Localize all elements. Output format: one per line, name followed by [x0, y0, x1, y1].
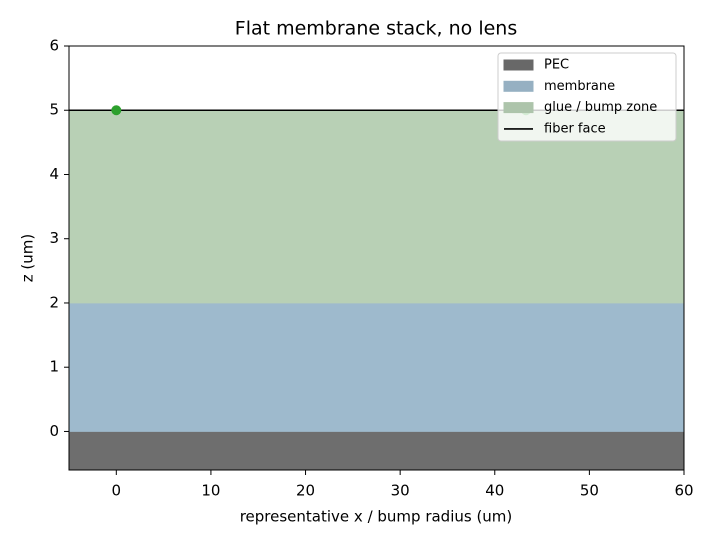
- x-tick-label: 40: [485, 482, 504, 500]
- layer-band: [68, 109, 685, 304]
- legend-swatch: [503, 80, 534, 92]
- x-tick-label: 60: [674, 482, 693, 500]
- y-tick-label: 1: [49, 358, 59, 376]
- x-tick-label: 30: [391, 482, 410, 500]
- legend-label: glue / bump zone: [544, 100, 657, 115]
- legend-label: membrane: [544, 79, 615, 94]
- y-axis-label: z (um): [19, 234, 37, 282]
- x-tick-label: 20: [296, 482, 315, 500]
- layer-band: [68, 430, 685, 471]
- plot-frame: [68, 45, 685, 471]
- legend: PEC membrane glue / bump zone fiber face: [497, 52, 677, 142]
- x-tick-label: 0: [112, 482, 122, 500]
- point: [111, 105, 122, 116]
- legend-swatch: [503, 102, 534, 114]
- legend-swatch: [503, 59, 534, 71]
- layer-band: [68, 302, 685, 432]
- y-tick-label: 3: [49, 229, 59, 247]
- x-axis-label: representative x / bump radius (um): [240, 508, 513, 526]
- y-tick-label: 4: [49, 165, 59, 183]
- x-tick-label: 50: [580, 482, 599, 500]
- y-tick-label: 6: [49, 37, 59, 55]
- y-tick-label: 5: [49, 101, 59, 119]
- x-tick-label: 10: [201, 482, 220, 500]
- y-tick-label: 2: [49, 293, 59, 311]
- legend-label: PEC: [544, 58, 569, 73]
- legend-box: [497, 52, 677, 142]
- legend-label: fiber face: [544, 121, 606, 136]
- chart-title: Flat membrane stack, no lens: [235, 18, 517, 40]
- y-tick-label: 0: [49, 422, 59, 440]
